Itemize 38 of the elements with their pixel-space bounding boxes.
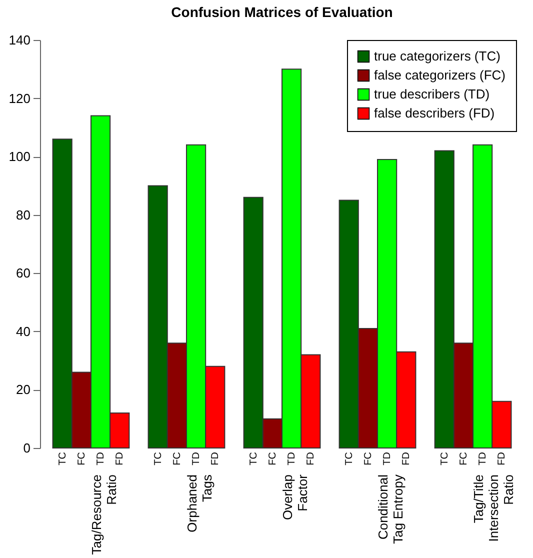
text: TC (344, 452, 355, 466)
text: TC (439, 452, 450, 466)
x-tick-label: Orphaned Tags (184, 474, 214, 532)
text: FC (267, 452, 278, 466)
text: FD (114, 452, 126, 466)
y-tick-label: 80 (16, 207, 30, 222)
y-tick-label: 40 (16, 324, 30, 339)
chart-title: Confusion Matrices of Evaluation (171, 4, 393, 20)
text: TD (96, 452, 107, 466)
y-tick-label: 100 (8, 149, 30, 164)
text: FC (362, 452, 374, 466)
x-tick-label: Tag/Title Intersection Ratio (471, 474, 516, 542)
text: FD (496, 452, 508, 466)
x-tick-label: Overlap Factor (280, 474, 310, 520)
text: TD (286, 452, 298, 466)
text: TC (57, 452, 68, 466)
x-tick-label: Tag/Resource Ratio (88, 474, 119, 555)
text: TD (478, 452, 489, 466)
legend-label: true categorizers (TC) (374, 48, 500, 64)
text: FD (401, 452, 412, 466)
y-tick-label: 120 (8, 90, 30, 106)
legend-label: true describers (TD) (374, 86, 490, 102)
text: FD (210, 452, 222, 466)
y-tick-label: 20 (16, 382, 30, 398)
text: FC (458, 452, 470, 466)
text: TD (382, 452, 394, 466)
text: TC (152, 452, 164, 466)
text: FC (172, 452, 183, 466)
text: FD (306, 452, 317, 466)
legend-label: false describers (FD) (374, 106, 495, 120)
y-tick-label: 140 (8, 32, 30, 48)
y-tick-label: 0 (23, 440, 30, 456)
x-tick-label: Conditional Tag Entropy (376, 474, 406, 544)
text: FC (76, 452, 88, 466)
text: TC (248, 452, 260, 466)
y-tick-label: 60 (16, 266, 30, 281)
text: TD (191, 452, 202, 466)
legend-label: false categorizers (FC) (374, 68, 506, 82)
